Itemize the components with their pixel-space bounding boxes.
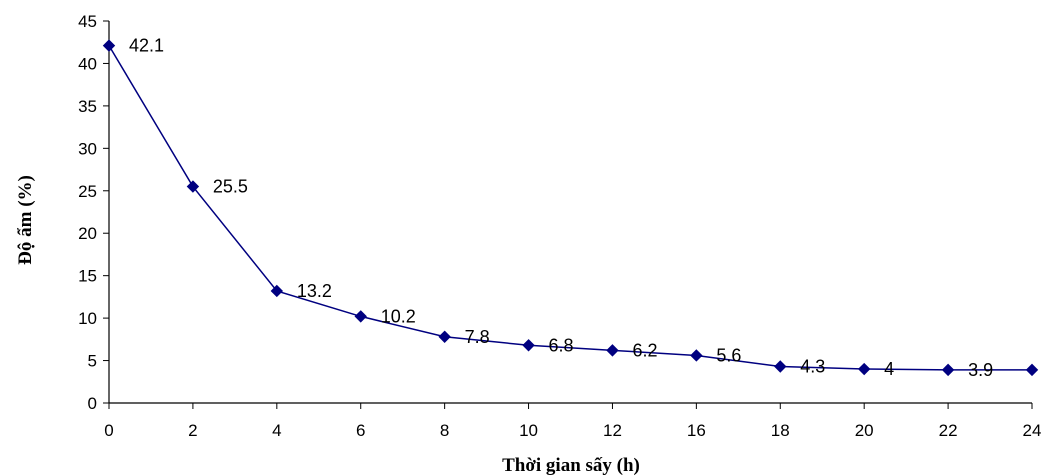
y-tick-label: 35 xyxy=(78,97,97,116)
x-tick-label: 2 xyxy=(188,421,197,440)
y-tick-label: 10 xyxy=(78,309,97,328)
data-label: 42.1 xyxy=(129,36,164,56)
x-tick-label: 10 xyxy=(519,421,538,440)
y-tick-label: 45 xyxy=(78,12,97,31)
x-axis-title: Thời gian sấy (h) xyxy=(502,455,640,476)
data-label: 25.5 xyxy=(213,177,248,197)
x-tick-label: 16 xyxy=(687,421,706,440)
data-label: 5.6 xyxy=(716,345,741,365)
x-tick-label: 6 xyxy=(356,421,365,440)
data-label: 4.3 xyxy=(800,356,825,376)
y-tick-label: 0 xyxy=(88,394,97,413)
series-line xyxy=(108,45,1032,371)
x-tick-label: 18 xyxy=(771,421,790,440)
x-tick-label: 8 xyxy=(440,421,449,440)
x-tick-label: 20 xyxy=(855,421,874,440)
x-tick-label: 12 xyxy=(603,421,622,440)
data-point xyxy=(774,360,787,373)
y-tick-label: 25 xyxy=(78,182,97,201)
y-tick-label: 20 xyxy=(78,224,97,243)
data-label: 3.9 xyxy=(968,360,993,380)
y-axis-title: Độ ẩm (%) xyxy=(15,175,36,265)
x-tick-label: 22 xyxy=(939,421,958,440)
data-point xyxy=(522,339,535,352)
data-point xyxy=(186,180,200,193)
data-point xyxy=(1025,363,1039,377)
chart-series xyxy=(102,39,1039,377)
x-tick-label: 24 xyxy=(1023,421,1042,440)
x-tick-label: 0 xyxy=(104,421,113,440)
data-label: 4 xyxy=(884,359,894,379)
data-point xyxy=(354,310,367,323)
y-tick-label: 5 xyxy=(88,352,97,371)
data-label: 6.2 xyxy=(632,340,657,360)
y-tick-label: 40 xyxy=(78,54,97,73)
data-point xyxy=(857,362,871,376)
y-tick-label: 30 xyxy=(78,139,97,158)
data-label: 6.8 xyxy=(549,335,574,355)
chart-data-labels: 42.125.513.210.27.86.86.25.64.343.93.9 xyxy=(129,36,993,380)
data-label: 13.2 xyxy=(297,281,332,301)
data-point xyxy=(941,363,955,377)
data-label: 7.8 xyxy=(465,327,490,347)
x-tick-label: 4 xyxy=(272,421,281,440)
data-point xyxy=(438,330,451,343)
data-point xyxy=(690,349,703,362)
data-point xyxy=(606,344,619,357)
data-point xyxy=(102,39,116,52)
data-label: 10.2 xyxy=(381,306,416,326)
data-point xyxy=(270,284,284,298)
y-tick-label: 15 xyxy=(78,267,97,286)
